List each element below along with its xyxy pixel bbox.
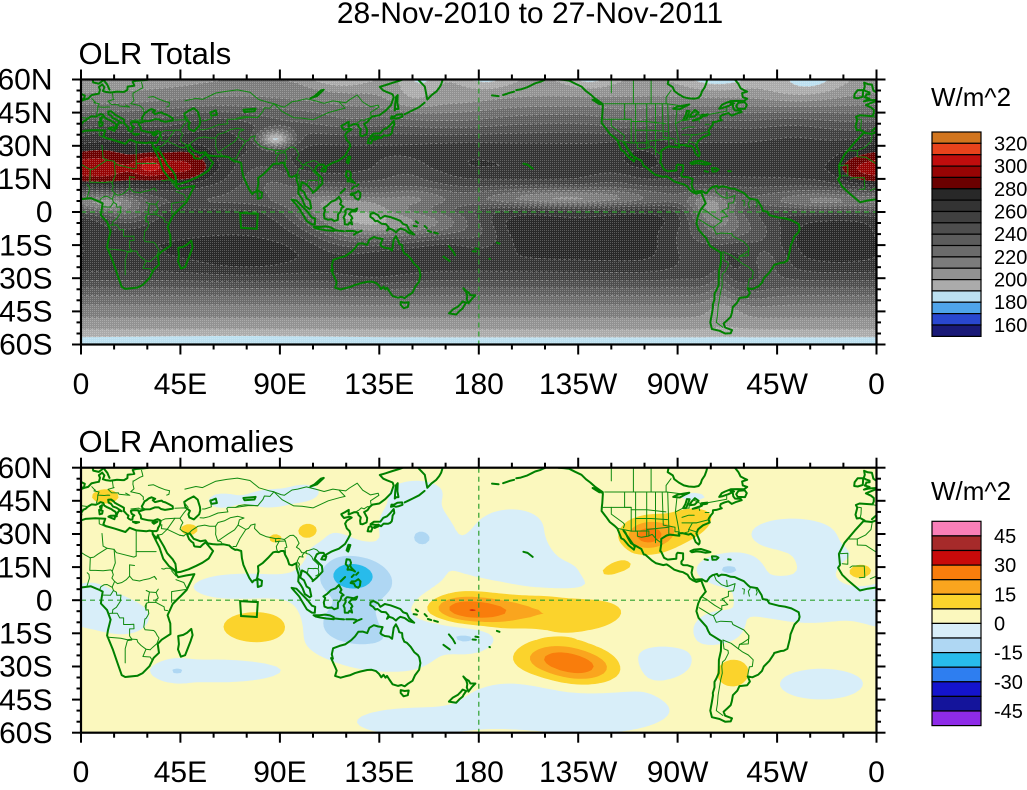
- svg-text:45S: 45S: [0, 296, 53, 329]
- svg-text:45E: 45E: [154, 368, 207, 401]
- svg-text:-15: -15: [994, 643, 1023, 665]
- svg-text:30N: 30N: [0, 130, 53, 163]
- svg-text:45S: 45S: [0, 684, 53, 717]
- svg-text:180: 180: [994, 292, 1027, 314]
- svg-text:W/m^2: W/m^2: [931, 476, 1011, 506]
- svg-text:60N: 60N: [0, 452, 53, 485]
- svg-text:90W: 90W: [647, 756, 709, 785]
- svg-text:0: 0: [73, 368, 90, 401]
- svg-text:15: 15: [994, 584, 1016, 606]
- svg-text:0: 0: [868, 756, 885, 785]
- svg-text:OLR Anomalies: OLR Anomalies: [79, 424, 294, 459]
- svg-text:135W: 135W: [539, 368, 618, 401]
- svg-text:300: 300: [994, 156, 1027, 178]
- svg-text:280: 280: [994, 179, 1027, 201]
- svg-text:320: 320: [994, 133, 1027, 155]
- svg-text:160: 160: [994, 315, 1027, 337]
- svg-text:60N: 60N: [0, 64, 53, 97]
- svg-text:OLR Totals: OLR Totals: [79, 36, 232, 71]
- svg-text:60S: 60S: [0, 717, 53, 750]
- svg-text:15N: 15N: [0, 551, 53, 584]
- svg-text:90E: 90E: [253, 368, 306, 401]
- svg-text:135W: 135W: [539, 756, 618, 785]
- svg-text:15N: 15N: [0, 163, 53, 196]
- svg-text:240: 240: [994, 224, 1027, 246]
- svg-text:60S: 60S: [0, 329, 53, 362]
- svg-text:30S: 30S: [0, 651, 53, 684]
- svg-text:90E: 90E: [253, 756, 306, 785]
- svg-text:45: 45: [994, 526, 1016, 548]
- svg-text:0: 0: [868, 368, 885, 401]
- svg-text:0: 0: [994, 613, 1005, 635]
- svg-text:45W: 45W: [746, 368, 808, 401]
- svg-text:30N: 30N: [0, 518, 53, 551]
- svg-text:W/m^2: W/m^2: [931, 82, 1011, 112]
- svg-text:28-Nov-2010 to 27-Nov-2011: 28-Nov-2010 to 27-Nov-2011: [337, 0, 723, 30]
- svg-text:30: 30: [994, 555, 1016, 577]
- svg-text:135E: 135E: [344, 756, 414, 785]
- svg-text:30S: 30S: [0, 262, 53, 295]
- svg-text:45E: 45E: [154, 756, 207, 785]
- svg-text:135E: 135E: [344, 368, 414, 401]
- svg-text:45N: 45N: [0, 485, 53, 518]
- svg-text:15S: 15S: [0, 618, 53, 651]
- svg-text:-30: -30: [994, 672, 1023, 694]
- svg-text:180: 180: [454, 368, 504, 401]
- svg-text:45N: 45N: [0, 97, 53, 130]
- svg-text:15S: 15S: [0, 229, 53, 262]
- svg-text:0: 0: [36, 196, 53, 229]
- svg-text:0: 0: [36, 584, 53, 617]
- svg-text:45W: 45W: [746, 756, 808, 785]
- svg-text:90W: 90W: [647, 368, 709, 401]
- svg-text:220: 220: [994, 247, 1027, 269]
- svg-text:200: 200: [994, 270, 1027, 292]
- svg-text:260: 260: [994, 202, 1027, 224]
- svg-text:180: 180: [454, 756, 504, 785]
- svg-text:-45: -45: [994, 701, 1023, 723]
- svg-text:0: 0: [73, 756, 90, 785]
